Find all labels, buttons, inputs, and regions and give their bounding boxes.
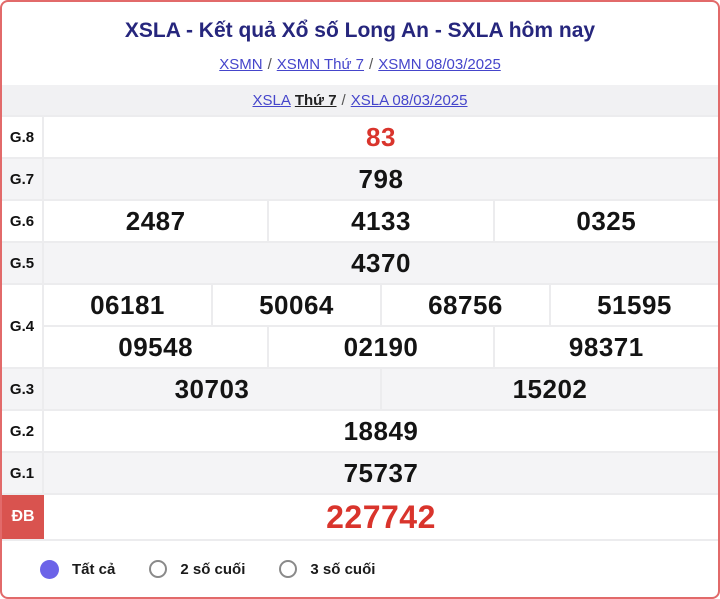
prize-number: 0325 bbox=[492, 201, 718, 241]
prize-label: G.5 bbox=[2, 243, 44, 283]
breadcrumb-separator: / bbox=[369, 56, 374, 73]
breadcrumb-link-xsmn-date[interactable]: XSMN 08/03/2025 bbox=[378, 56, 501, 73]
radio-option-label: Tất cả bbox=[72, 560, 116, 578]
radio-option-last2[interactable]: 2 số cuối bbox=[149, 560, 245, 578]
prize-label: G.2 bbox=[2, 411, 44, 451]
prize-row-g1: G.1 75737 bbox=[2, 451, 718, 493]
result-filter-bar: Tất cả 2 số cuối 3 số cuối bbox=[2, 539, 718, 597]
prize-number: 83 bbox=[366, 121, 396, 152]
prize-label: G.4 bbox=[2, 285, 44, 367]
prize-number: 50064 bbox=[211, 285, 380, 325]
radio-unselected-icon[interactable] bbox=[279, 560, 298, 578]
prize-number: 51595 bbox=[549, 285, 718, 325]
prize-row-g3: G.3 30703 15202 bbox=[2, 367, 718, 409]
prize-row-g4: G.4 06181 50064 68756 51595 09548 02190 … bbox=[2, 283, 718, 367]
breadcrumb-link-xsmn[interactable]: XSMN bbox=[219, 56, 263, 73]
breadcrumb-separator: / bbox=[267, 56, 272, 73]
results-table: G.8 83 G.7 798 G.6 2487 4133 0325 G.5 43… bbox=[2, 115, 718, 539]
breadcrumb-current-day: Thứ 7 bbox=[294, 91, 337, 109]
breadcrumb: XSMN / XSMN Thứ 7/XSMN 08/03/2025 bbox=[2, 54, 718, 76]
breadcrumb-link-xsla[interactable]: XSLA bbox=[252, 91, 291, 109]
prize-label: G.8 bbox=[2, 117, 44, 157]
radio-option-label: 2 số cuối bbox=[180, 560, 246, 578]
prize-number: 09548 bbox=[118, 331, 194, 362]
radio-selected-icon[interactable] bbox=[40, 559, 59, 579]
sub-breadcrumb-bar: XSLA Thứ 7/XSLA 08/03/2025 bbox=[2, 85, 718, 115]
prize-label: G.1 bbox=[2, 453, 44, 493]
radio-option-last3[interactable]: 3 số cuối bbox=[279, 560, 375, 578]
radio-option-all[interactable]: Tất cả bbox=[40, 559, 116, 579]
prize-row-g5: G.5 4370 bbox=[2, 241, 718, 283]
prize-number: 4370 bbox=[351, 247, 411, 278]
prize-number: 98371 bbox=[492, 327, 718, 367]
breadcrumb-link-xsmn-thu7[interactable]: XSMN Thứ 7 bbox=[276, 56, 365, 73]
prize-number: 2487 bbox=[125, 205, 186, 236]
breadcrumb-separator: / bbox=[341, 91, 346, 109]
prize-number: 18849 bbox=[343, 415, 419, 446]
prize-label: G.7 bbox=[2, 159, 44, 199]
prize-number: 02190 bbox=[267, 327, 492, 367]
prize-row-g7: G.7 798 bbox=[2, 157, 718, 199]
jackpot-number: 227742 bbox=[326, 498, 436, 535]
prize-number: 4133 bbox=[267, 201, 492, 241]
prize-number: 68756 bbox=[380, 285, 549, 325]
prize-number: 798 bbox=[358, 163, 404, 194]
page-title: XSLA - Kết quả Xổ số Long An - SXLA hôm … bbox=[124, 19, 596, 42]
prize-number: 30703 bbox=[174, 373, 250, 404]
jackpot-badge: ĐB bbox=[2, 495, 44, 539]
prize-label: G.3 bbox=[2, 369, 44, 409]
prize-number: 75737 bbox=[343, 457, 419, 488]
prize-number: 06181 bbox=[90, 289, 165, 320]
prize-row-db-jackpot: ĐB 227742 bbox=[2, 493, 718, 539]
radio-option-label: 3 số cuối bbox=[310, 560, 376, 578]
radio-unselected-icon[interactable] bbox=[149, 560, 168, 578]
page-header: XSLA - Kết quả Xổ số Long An - SXLA hôm … bbox=[2, 2, 718, 76]
prize-number: 15202 bbox=[380, 369, 718, 409]
prize-row-g2: G.2 18849 bbox=[2, 409, 718, 451]
prize-row-g6: G.6 2487 4133 0325 bbox=[2, 199, 718, 241]
prize-label: G.6 bbox=[2, 201, 44, 241]
prize-row-g8: G.8 83 bbox=[2, 115, 718, 157]
breadcrumb-link-xsla-date[interactable]: XSLA 08/03/2025 bbox=[350, 91, 468, 109]
